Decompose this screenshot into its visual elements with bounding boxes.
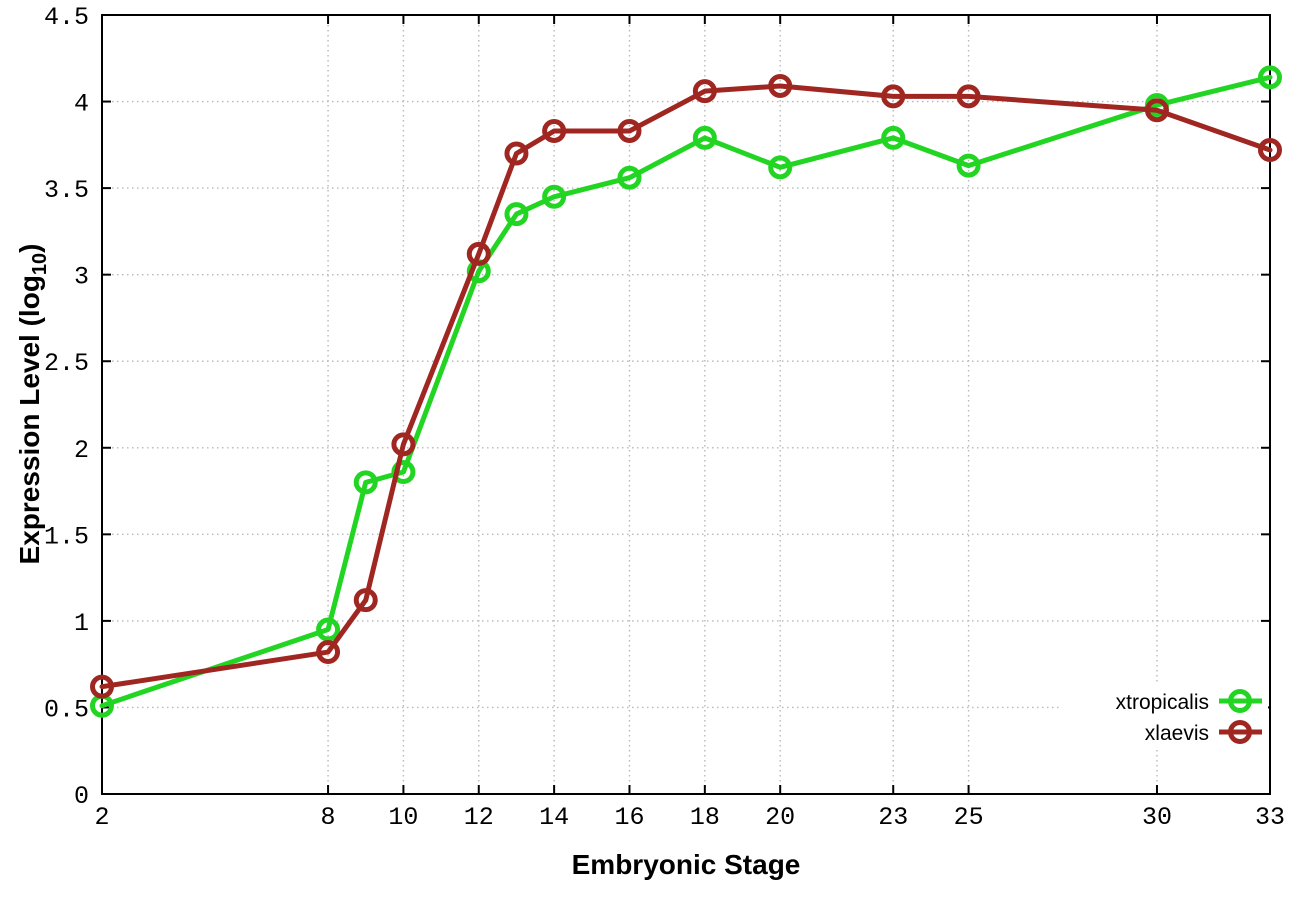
- series-line-xlaevis: [99, 83, 1273, 690]
- data-point-xlaevis: [542, 118, 567, 143]
- data-point-xlaevis: [956, 84, 981, 109]
- x-tick-label: 8: [321, 803, 336, 832]
- y-axis-title-close: ): [14, 243, 45, 253]
- x-tick-label: 30: [1142, 803, 1172, 832]
- data-point-xlaevis: [90, 674, 114, 699]
- y-tick-label: 1.5: [44, 522, 89, 551]
- data-point-xlaevis: [617, 118, 642, 143]
- data-point-xtropicalis: [504, 202, 529, 227]
- x-tick-label: 18: [690, 803, 720, 832]
- axis-border: [101, 14, 1271, 795]
- data-point-xlaevis: [391, 432, 416, 457]
- data-point-xlaevis: [316, 640, 341, 665]
- y-tick-label: 3: [74, 263, 89, 292]
- y-tick-label: 2: [74, 436, 89, 465]
- data-point-xlaevis: [1144, 98, 1169, 123]
- data-point-xtropicalis: [881, 125, 906, 150]
- data-point-xtropicalis: [542, 184, 567, 209]
- data-point-xtropicalis: [617, 165, 642, 190]
- data-point-xlaevis: [768, 73, 793, 98]
- data-point-xlaevis: [1258, 138, 1282, 163]
- y-tick-label: 0: [74, 782, 89, 811]
- legend-sample-marker-xlaevis: [1228, 720, 1252, 744]
- data-point-xlaevis: [466, 241, 491, 266]
- x-tick-label: 16: [614, 803, 644, 832]
- data-point-xtropicalis: [1258, 65, 1282, 90]
- y-tick-label: 1: [74, 609, 89, 638]
- data-point-xlaevis: [504, 141, 529, 166]
- x-axis-title: Embryonic Stage: [571, 849, 801, 880]
- y-tick-label: 2.5: [44, 349, 89, 378]
- y-tick-label: 4.5: [44, 3, 89, 32]
- x-tick-label: 14: [539, 803, 569, 832]
- y-tick-label: 0.5: [44, 695, 89, 724]
- x-tick-label: 23: [878, 803, 908, 832]
- data-point-xtropicalis: [316, 617, 341, 642]
- legend-label-xlaevis: xlaevis: [1145, 722, 1209, 745]
- legend-sample-marker-xtropicalis: [1228, 689, 1252, 713]
- y-tick-label: 4: [74, 90, 89, 119]
- y-axis-title-subscript: 10: [29, 252, 51, 276]
- x-tick-label: 12: [464, 803, 494, 832]
- x-tick-label: 10: [388, 803, 418, 832]
- data-point-xtropicalis: [768, 155, 793, 180]
- data-point-xtropicalis: [391, 460, 416, 485]
- data-point-xlaevis: [881, 84, 906, 109]
- legend-label-xtropicalis: xtropicalis: [1116, 691, 1209, 714]
- series-line-xtropicalis: [99, 74, 1273, 709]
- x-tick-label: 20: [765, 803, 795, 832]
- data-point-xlaevis: [692, 79, 717, 104]
- y-axis-title: Expression Level (log10): [14, 243, 51, 565]
- x-tick-label: 25: [954, 803, 984, 832]
- y-tick-label: 3.5: [44, 176, 89, 205]
- y-axis-title-text: Expression Level (log: [14, 275, 45, 565]
- x-tick-label: 2: [94, 803, 109, 832]
- x-tick-label: 33: [1255, 803, 1285, 832]
- data-point-xtropicalis: [956, 153, 981, 178]
- data-point-xtropicalis: [692, 125, 717, 150]
- data-point-xtropicalis: [353, 470, 378, 495]
- data-point-xlaevis: [353, 588, 378, 613]
